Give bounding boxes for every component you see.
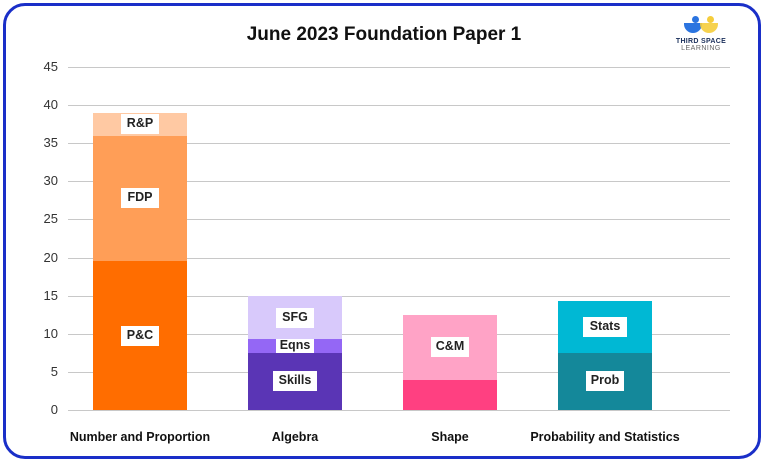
gridline bbox=[68, 410, 730, 411]
segment-label: P&C bbox=[121, 325, 159, 346]
segment-label: Stats bbox=[583, 317, 627, 338]
segment-label: Eqns bbox=[276, 339, 314, 354]
gridline bbox=[68, 143, 730, 144]
bar-segment bbox=[403, 379, 497, 410]
y-tick-label: 5 bbox=[50, 364, 58, 379]
y-tick-label: 10 bbox=[43, 326, 58, 341]
segment-label: Prob bbox=[586, 371, 624, 392]
gridline bbox=[68, 105, 730, 106]
segment-label: C&M bbox=[431, 337, 469, 358]
gridline bbox=[68, 372, 730, 373]
y-tick-label: 30 bbox=[43, 173, 58, 188]
gridline bbox=[68, 258, 730, 259]
x-category-label: Shape bbox=[431, 430, 469, 444]
x-category-label: Number and Proportion bbox=[69, 430, 211, 444]
third-space-learning-logo: THIRD SPACE LEARNING bbox=[664, 14, 738, 52]
logo-text-line1: THIRD SPACE bbox=[675, 38, 727, 45]
x-category-label: Algebra bbox=[271, 430, 319, 444]
y-tick-label: 0 bbox=[50, 402, 58, 417]
segment-label: FDP bbox=[121, 188, 159, 209]
segment-label: SFG bbox=[276, 307, 314, 328]
y-tick-label: 25 bbox=[43, 211, 58, 226]
logo-mark-icon bbox=[664, 14, 738, 38]
logo-text-line2: LEARNING bbox=[681, 45, 721, 52]
gridline bbox=[68, 181, 730, 182]
chart-title: June 2023 Foundation Paper 1 bbox=[246, 24, 522, 45]
gridline bbox=[68, 219, 730, 220]
y-tick-label: 15 bbox=[43, 288, 58, 303]
segment-label: R&P bbox=[121, 114, 159, 135]
gridline bbox=[68, 67, 730, 68]
segment-label: Skills bbox=[273, 371, 317, 392]
gridline bbox=[68, 296, 730, 297]
y-tick-label: 35 bbox=[43, 135, 58, 150]
gridline bbox=[68, 334, 730, 335]
y-tick-label: 45 bbox=[43, 59, 58, 74]
x-category-label: Probability and Statistics bbox=[530, 430, 680, 444]
y-tick-label: 40 bbox=[43, 97, 58, 112]
y-tick-label: 20 bbox=[43, 250, 58, 265]
